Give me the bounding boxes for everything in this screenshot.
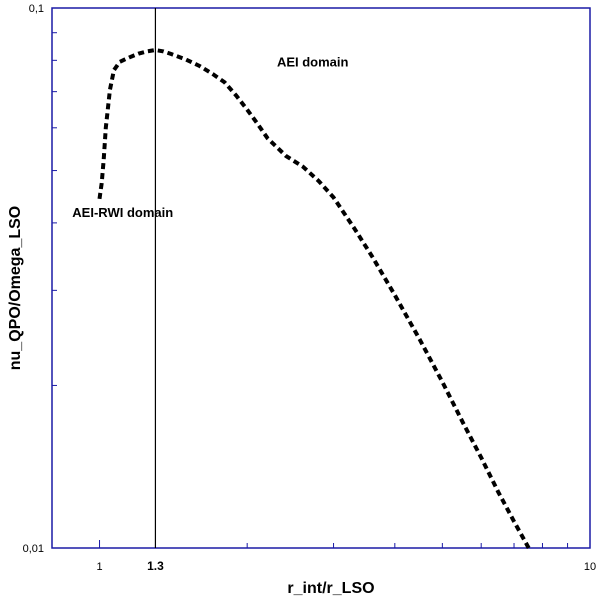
tick-labels: 1 1.3 10 0,01 0,1 xyxy=(23,3,597,573)
x-axis-title: r_int/r_LSO xyxy=(287,580,374,597)
y-tick-label: 0,1 xyxy=(29,3,44,15)
annotations: AEI domain AEI-RWI domain xyxy=(72,54,348,220)
axis-ticks xyxy=(52,7,591,549)
x-tick-label: 1.3 xyxy=(147,559,164,573)
annotation-label: AEI-RWI domain xyxy=(72,205,173,220)
series-line xyxy=(97,47,531,549)
x-tick-label: 1 xyxy=(96,561,102,573)
x-tick-label: 10 xyxy=(584,561,596,573)
y-axis-title: nu_QPO/Omega_LSO xyxy=(7,206,24,370)
y-tick-label: 0,01 xyxy=(23,543,44,555)
annotation-label: AEI domain xyxy=(277,54,349,69)
plot-frame xyxy=(51,7,591,549)
